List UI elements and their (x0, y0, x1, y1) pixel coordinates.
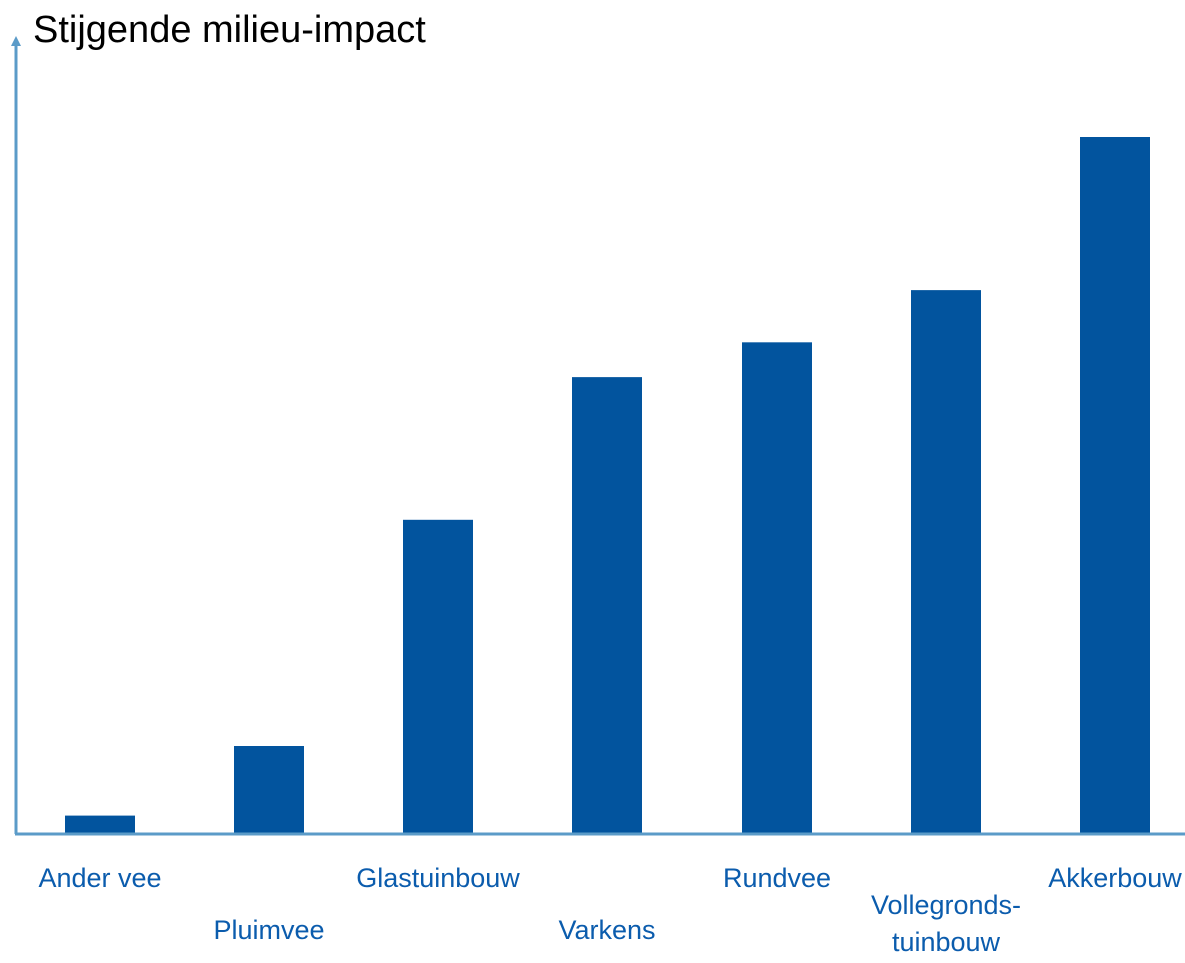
bar-akkerbouw (1080, 137, 1150, 833)
category-labels-group: Ander vee Pluimvee Glastuinbouw Varkens Rund… (38, 863, 1182, 957)
category-label-line: Varkens (558, 915, 655, 945)
category-label: Varkens (558, 915, 655, 945)
category-label: Rundvee (723, 863, 831, 893)
bar-pluimvee (234, 746, 304, 833)
bar-ander-vee (65, 815, 135, 833)
category-label-line: Akkerbouw (1048, 863, 1182, 893)
bar-rundvee (742, 342, 812, 833)
bar-varkens (572, 377, 642, 833)
category-label-line: tuinbouw (892, 927, 1001, 957)
category-label-line: Ander vee (38, 863, 161, 893)
y-axis-arrow-icon (11, 36, 21, 46)
category-label: Glastuinbouw (356, 863, 520, 893)
category-label: Vollegronds-tuinbouw (871, 890, 1021, 957)
category-label: Pluimvee (213, 915, 324, 945)
axes-group (11, 36, 1185, 836)
bar-vollegronds-tuinbouw (911, 290, 981, 833)
category-label-line: Pluimvee (213, 915, 324, 945)
category-label-line: Glastuinbouw (356, 863, 520, 893)
category-label-line: Vollegronds- (871, 890, 1021, 920)
category-label-line: Rundvee (723, 863, 831, 893)
bar-glastuinbouw (403, 519, 473, 833)
y-axis-label: Stijgende milieu-impact (33, 9, 426, 51)
category-label: Ander vee (38, 863, 161, 893)
bars-group (65, 137, 1150, 833)
category-label: Akkerbouw (1048, 863, 1182, 893)
